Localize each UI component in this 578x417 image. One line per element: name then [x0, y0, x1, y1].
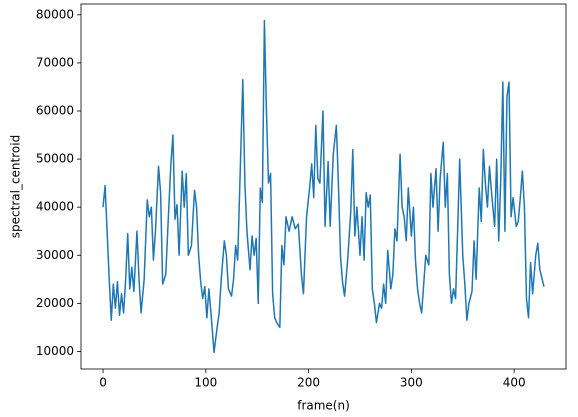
x-axis-label: frame(n) — [297, 399, 350, 413]
y-axis-label: spectral_centroid — [9, 135, 23, 238]
y-tick-label: 50000 — [36, 152, 74, 166]
y-tick-label: 80000 — [36, 7, 74, 21]
x-tick-label: 400 — [503, 376, 526, 390]
x-tick-label: 0 — [99, 376, 107, 390]
x-tick-label: 100 — [194, 376, 217, 390]
y-tick-label: 40000 — [36, 200, 74, 214]
x-tick-label: 200 — [297, 376, 320, 390]
data-line — [102, 19, 545, 354]
y-tick-label: 30000 — [36, 248, 74, 262]
y-tick-label: 60000 — [36, 103, 74, 117]
y-tick-label: 10000 — [36, 344, 74, 358]
x-tick-label: 300 — [400, 376, 423, 390]
y-tick-label: 70000 — [36, 55, 74, 69]
y-tick-label: 20000 — [36, 296, 74, 310]
plot-frame — [80, 3, 567, 370]
